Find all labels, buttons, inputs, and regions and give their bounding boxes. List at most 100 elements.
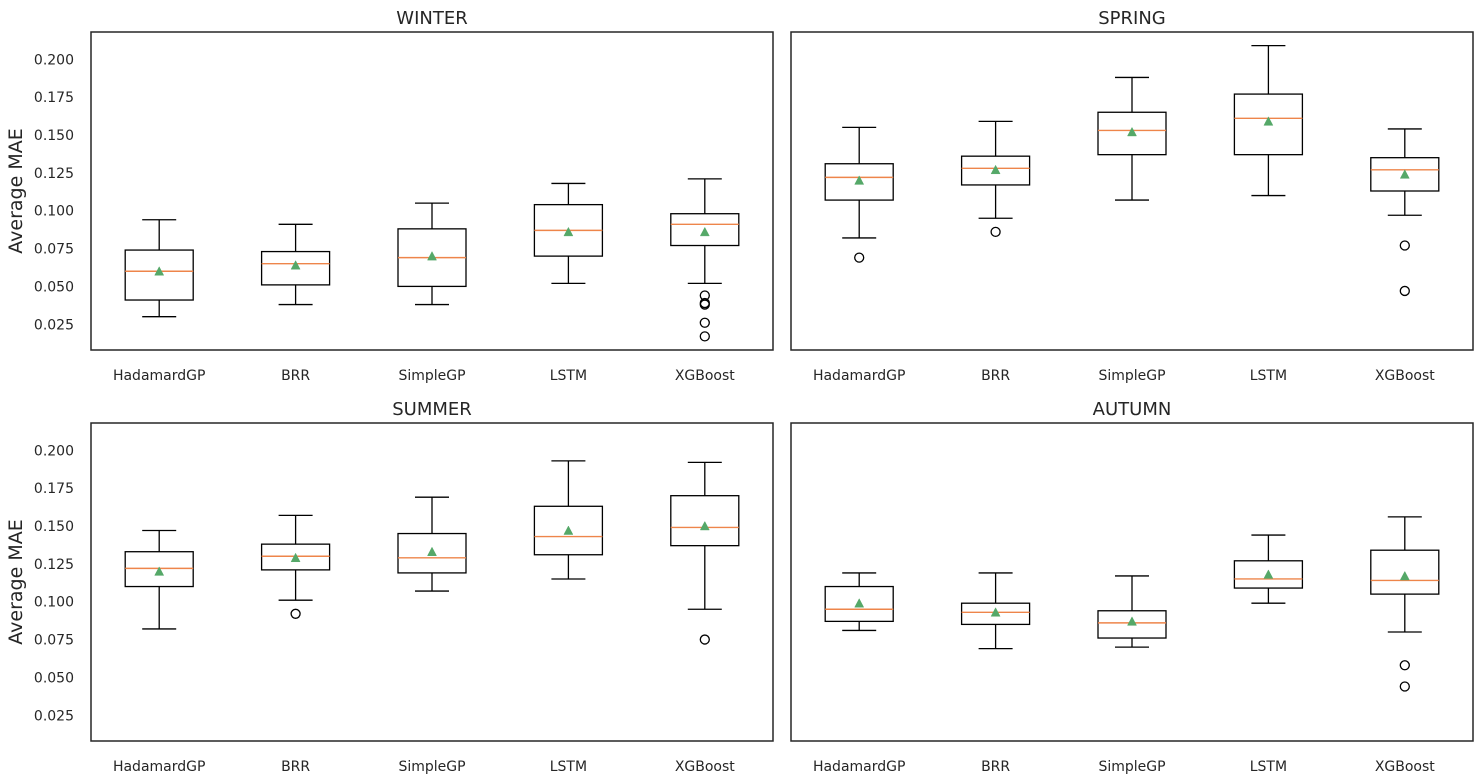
iqr-box [1233, 560, 1304, 589]
panel-title: WINTER [396, 8, 467, 29]
iqr-box [670, 495, 740, 547]
y-tick-label: 0.025 [34, 708, 74, 724]
box-brr [260, 223, 331, 306]
box-simplegp [1097, 76, 1167, 201]
panel-autumn: AUTUMN HadamardGP BRR SimpleGP LSTM XGBoost [790, 399, 1474, 775]
x-tick-label: XGBoost [675, 759, 735, 775]
box-xgboost [1370, 128, 1440, 297]
iqr-box [960, 602, 1031, 626]
y-tick-label: 0.100 [34, 595, 74, 611]
outlier-point [854, 252, 865, 263]
x-tick-label: BRR [981, 759, 1010, 775]
box-xgboost [670, 178, 740, 342]
outlier-point [699, 331, 710, 342]
mean-marker [990, 164, 1001, 175]
x-tick-label: BRR [981, 368, 1010, 384]
iqr-box [960, 155, 1031, 186]
iqr-box [124, 249, 194, 301]
outlier-point [1399, 660, 1410, 671]
outlier-point [699, 297, 710, 309]
y-axis-label: Average MAE [5, 128, 27, 253]
mean-marker [154, 266, 165, 276]
mean-marker [1263, 116, 1274, 126]
y-tick-label: 0.050 [34, 279, 74, 295]
mean-marker [290, 552, 301, 563]
outlier-point [699, 317, 710, 328]
iqr-box [1370, 549, 1440, 595]
x-tick-label: LSTM [1250, 368, 1287, 384]
outlier-point [699, 290, 710, 301]
outlier-point [699, 634, 710, 645]
box-xgboost [670, 461, 740, 645]
y-tick-label: 0.125 [34, 166, 74, 182]
x-tick-label: HadamardGP [813, 759, 905, 775]
x-tick-label: LSTM [550, 368, 587, 384]
x-tick-label: HadamardGP [113, 759, 205, 775]
x-tick-label: LSTM [1250, 759, 1287, 775]
mean-marker [1399, 570, 1410, 581]
y-tick-label: 0.200 [34, 52, 74, 68]
mean-marker [854, 175, 865, 185]
x-tick-label: HadamardGP [813, 368, 905, 384]
x-tick-label: SimpleGP [1098, 759, 1165, 775]
panel-winter: WINTER Average MAE 0.025 0.050 0.075 0.100 0… [5, 8, 774, 384]
mean-marker [854, 598, 865, 608]
iqr-box [670, 213, 740, 247]
y-tick-label: 0.200 [34, 443, 74, 459]
y-tick-label: 0.125 [34, 557, 74, 573]
box-lstm [1233, 44, 1304, 197]
iqr-box [533, 505, 604, 556]
mean-marker [427, 251, 437, 261]
panel-title: SUMMER [392, 399, 472, 420]
y-tick-label: 0.175 [34, 90, 74, 106]
mean-marker [154, 566, 165, 576]
x-tick-label: XGBoost [1375, 368, 1435, 384]
axes-frame [90, 422, 774, 742]
outlier-point [1399, 240, 1410, 251]
y-tick-label: 0.025 [34, 317, 74, 333]
outlier-point [1399, 681, 1410, 692]
iqr-box [824, 585, 894, 623]
box-xgboost [1370, 516, 1440, 692]
mean-marker [1263, 569, 1274, 579]
mean-marker [1399, 169, 1410, 179]
box-lstm [1233, 534, 1304, 604]
box-brr [960, 120, 1031, 238]
y-tick-label: 0.100 [34, 204, 74, 220]
iqr-box [260, 250, 331, 286]
panel-spring: SPRING HadamardGP BRR SimpleGP LSTM XGBoost [790, 8, 1474, 384]
x-tick-label: LSTM [550, 759, 587, 775]
box-hadamardgp [824, 126, 894, 263]
x-tick-label: XGBoost [675, 368, 735, 384]
box-brr [960, 572, 1031, 650]
panel-title: AUTUMN [1093, 399, 1172, 420]
y-tick-label: 0.150 [34, 519, 74, 535]
iqr-box [260, 543, 331, 571]
x-tick-label: SimpleGP [1098, 368, 1165, 384]
box-simplegp [397, 496, 467, 592]
y-tick-label: 0.075 [34, 633, 74, 649]
iqr-box [397, 532, 467, 574]
x-tick-label: SimpleGP [398, 759, 465, 775]
box-simplegp [397, 202, 467, 306]
axes-frame [790, 31, 1474, 351]
outlier-point [290, 608, 301, 619]
iqr-box [824, 163, 894, 201]
mean-marker [563, 226, 574, 237]
x-tick-label: BRR [281, 368, 310, 384]
x-tick-label: HadamardGP [113, 368, 205, 384]
iqr-box [1097, 111, 1167, 156]
mean-marker [1127, 616, 1137, 626]
x-tick-label: SimpleGP [398, 368, 465, 384]
mean-marker [427, 546, 437, 556]
mean-marker [990, 607, 1001, 617]
outlier-point [1399, 285, 1410, 297]
axes-frame [90, 31, 774, 351]
mean-marker [699, 520, 710, 531]
outlier-point [990, 226, 1001, 238]
iqr-box [1233, 93, 1304, 156]
mean-marker [1127, 126, 1137, 137]
box-brr [260, 514, 331, 619]
